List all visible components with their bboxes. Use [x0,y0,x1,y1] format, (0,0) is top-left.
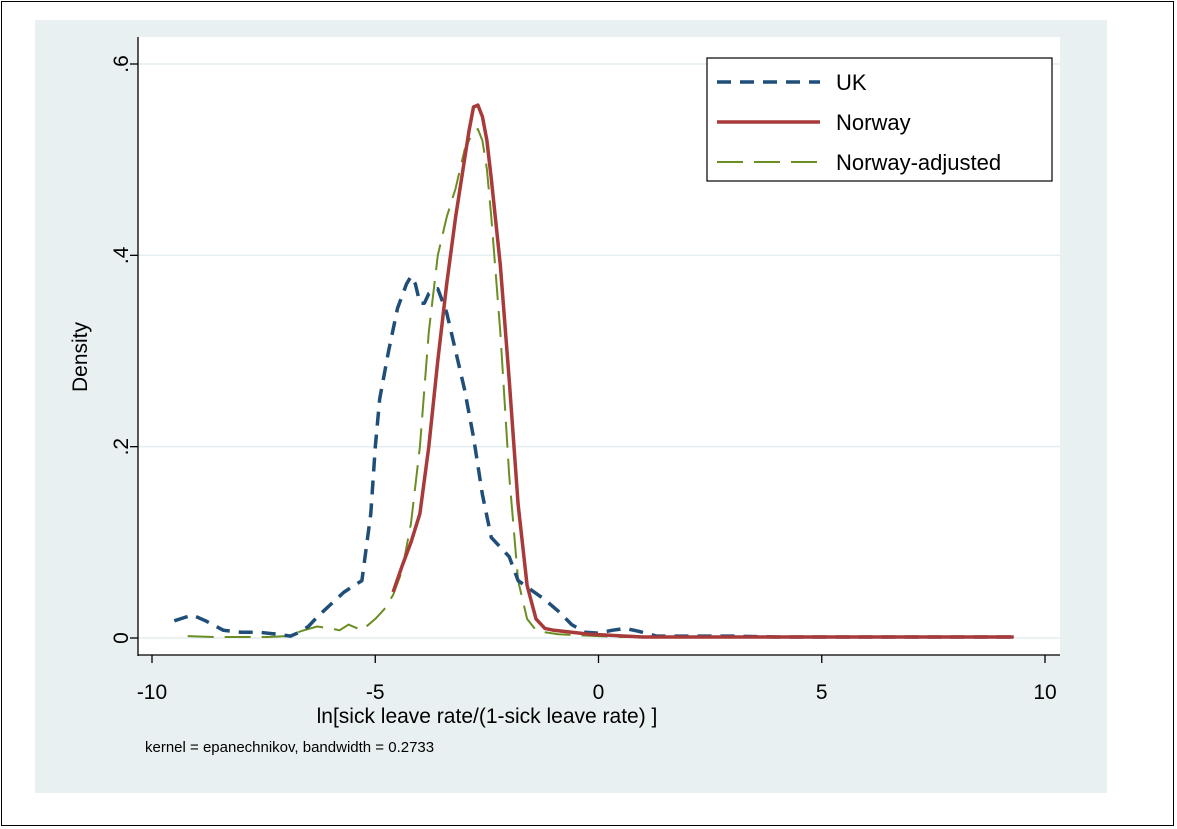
axes: 0 .2 .4 .6 -10 -5 0 5 10 [110,37,1060,704]
y-tick-label-3: .6 [110,55,133,73]
y-tick-label-2: .4 [110,246,133,264]
x-tick-label-1: -5 [366,681,385,704]
legend-label-2: Norway-adjusted [836,150,1001,175]
y-axis-title: Density [69,321,92,392]
legend: UK Norway Norway-adjusted [706,57,1053,182]
x-tick-label-3: 5 [816,681,828,704]
series-line-norway [391,103,1014,639]
series-line-uk [173,274,1014,639]
kernel-note: kernel = epanechnikov, bandwidth = 0.273… [145,739,434,756]
x-tick-label-0: -10 [137,681,167,704]
y-tick-label-0: 0 [110,632,133,644]
legend-box [706,57,1053,182]
x-tick-label-4: 10 [1033,681,1056,704]
series-lines [173,103,1014,639]
legend-label-1: Norway [836,110,911,135]
x-axis-title: ln[sick leave rate/(1-sick leave rate) ] [317,705,658,728]
x-tick-label-2: 0 [593,681,605,704]
y-tick-label-1: .2 [110,438,133,456]
legend-label-0: UK [836,70,867,95]
